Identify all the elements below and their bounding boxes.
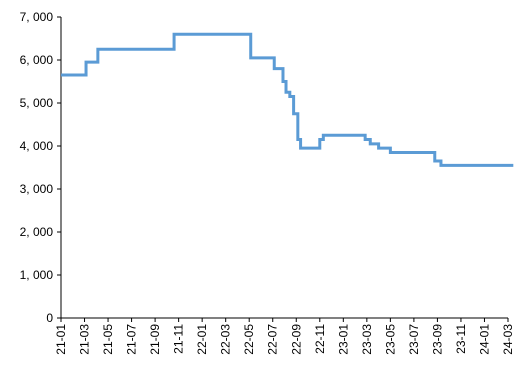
y-tick-label: 5, 000: [20, 96, 54, 110]
x-axis-ticks: 21-01 21-03 21-05 21-07 21-09 21-11 22-01 22-03…: [54, 318, 515, 355]
x-tick-label: 21-03: [78, 324, 92, 355]
x-tick-label: 22-01: [195, 324, 209, 355]
x-tick-label: 21-07: [125, 324, 139, 355]
y-tick-label: 7, 000: [20, 10, 54, 24]
x-tick-label: 21-11: [172, 324, 186, 354]
x-tick-label: 22-07: [266, 324, 280, 355]
x-tick-label: 21-01: [54, 324, 68, 355]
x-tick-label: 21-05: [101, 324, 115, 355]
series-line: [61, 32, 514, 167]
y-tick-label: 1, 000: [20, 268, 54, 282]
y-tick-label: 0: [46, 311, 53, 325]
x-tick-label: 24-01: [477, 324, 491, 355]
x-tick-label: 22-09: [289, 324, 303, 355]
x-tick-label: 23-05: [383, 324, 397, 355]
x-tick-label: 23-07: [407, 324, 421, 355]
y-tick-label: 3, 000: [20, 182, 54, 196]
y-tick-label: 6, 000: [20, 53, 54, 67]
x-tick-label: 22-03: [219, 324, 233, 355]
y-tick-label: 2, 000: [20, 225, 54, 239]
x-tick-label: 22-05: [242, 324, 256, 355]
x-tick-label: 22-11: [313, 324, 327, 354]
x-tick-label: 24-03: [501, 324, 515, 355]
x-tick-label: 21-09: [148, 324, 162, 355]
x-tick-label: 23-03: [360, 324, 374, 355]
x-tick-label: 23-09: [430, 324, 444, 355]
y-axis-ticks: 0 1, 000 2, 000 3, 000 4, 000 5, 000 6, 000 7, …: [20, 10, 61, 325]
y-tick-label: 4, 000: [20, 139, 54, 153]
x-tick-label: 23-11: [454, 324, 468, 354]
x-tick-label: 23-01: [336, 324, 350, 355]
